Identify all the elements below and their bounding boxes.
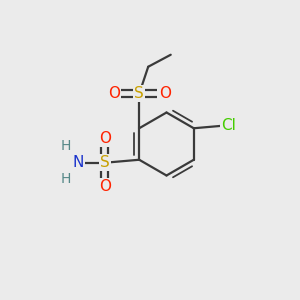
Text: O: O — [99, 179, 111, 194]
Text: H: H — [61, 172, 71, 186]
Text: O: O — [159, 86, 171, 101]
Text: S: S — [134, 86, 144, 101]
Text: H: H — [61, 139, 71, 153]
Text: O: O — [108, 86, 120, 101]
Text: N: N — [72, 155, 83, 170]
Text: S: S — [100, 155, 110, 170]
Text: O: O — [99, 131, 111, 146]
Text: Cl: Cl — [221, 118, 236, 133]
